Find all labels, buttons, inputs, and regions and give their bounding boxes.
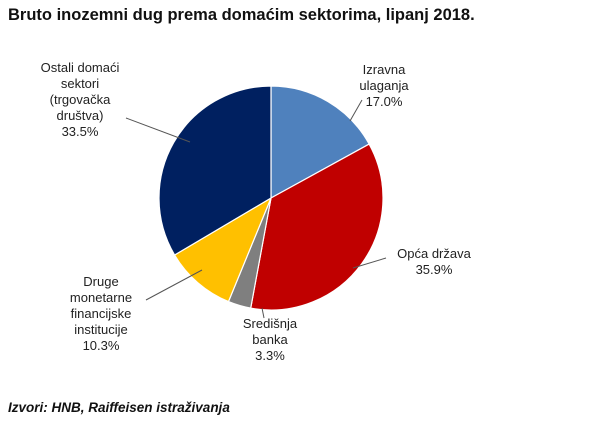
label-value: 10.3%	[82, 338, 120, 353]
label-line: sektori	[60, 76, 100, 91]
leader-line	[261, 307, 265, 319]
label-value: 17.0%	[365, 94, 403, 109]
slice-izravna-ulaganja	[270, 85, 370, 200]
slice-druge-mfi	[173, 196, 273, 303]
label-value: 35.9%	[415, 262, 453, 277]
slice-ostali-domaci-sektori	[158, 85, 272, 256]
label-line: Druge	[83, 274, 119, 289]
label-value: 33.5%	[61, 124, 99, 139]
label-sredisnja-banka: Središnja banka 3.3%	[228, 316, 312, 364]
source-note: Izvori: HNB, Raiffeisen istraživanja	[8, 400, 230, 415]
leader-line	[349, 99, 363, 122]
label-line: monetarne	[69, 290, 133, 305]
label-line: Središnja	[242, 316, 298, 331]
label-line: Opća država	[397, 246, 471, 261]
label-line: banka	[252, 332, 288, 347]
label-line: Izravna	[362, 62, 406, 77]
label-izravna-ulaganja: Izravna ulaganja 17.0%	[344, 62, 424, 110]
leader-line	[125, 117, 191, 143]
label-line: društva)	[56, 108, 104, 123]
label-line: ulaganja	[359, 78, 409, 93]
label-ostali-domaci-sektori: Ostali domaći sektori (trgovačka društva…	[30, 60, 130, 140]
label-druge-mfi: Druge monetarne financijske institucije …	[56, 274, 146, 354]
label-value: 3.3%	[255, 348, 285, 363]
label-opca-drzava: Opća država 35.9%	[386, 246, 482, 278]
leader-line	[145, 269, 203, 301]
label-line: Ostali domaći	[40, 60, 120, 75]
label-line: (trgovačka	[49, 92, 111, 107]
label-line: financijske	[70, 306, 132, 321]
slice-opca-drzava	[250, 143, 384, 311]
chart-title: Bruto inozemni dug prema domaćim sektori…	[8, 6, 475, 24]
leader-line	[352, 257, 387, 269]
label-line: institucije	[74, 322, 128, 337]
